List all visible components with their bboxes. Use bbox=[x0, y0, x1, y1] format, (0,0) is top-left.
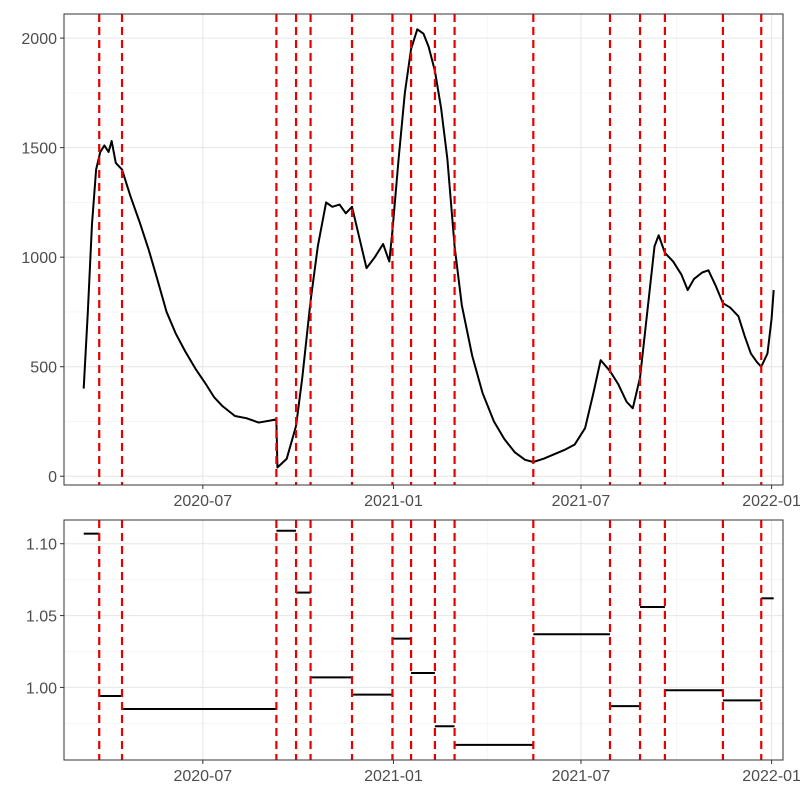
top-y-tick-label: 1000 bbox=[21, 250, 57, 267]
bottom-panel-ratio-chart: 1.00 1.05 1.10 2020-07 2021-01 2021-07 2022-01 bbox=[26, 519, 800, 785]
top-y-tick-label: 0 bbox=[48, 469, 57, 486]
top-panel-border bbox=[63, 13, 784, 486]
top-x-tick-label: 2022-01 bbox=[742, 493, 800, 510]
bottom-y-tick-label: 1.00 bbox=[26, 680, 57, 697]
bottom-panel-border bbox=[63, 519, 784, 761]
bottom-y-tick-label: 1.10 bbox=[26, 537, 57, 554]
top-y-tick-label: 2000 bbox=[21, 31, 57, 48]
top-y-tick-label: 1500 bbox=[21, 141, 57, 158]
top-x-tick-label: 2020-07 bbox=[173, 493, 232, 510]
top-series-line bbox=[82, 28, 775, 469]
bottom-y-tick-label: 1.05 bbox=[26, 609, 57, 626]
top-x-tick-label: 2021-01 bbox=[364, 493, 423, 510]
bottom-x-tick-label: 2021-01 bbox=[364, 768, 423, 785]
bottom-x-tick-label: 2020-07 bbox=[173, 768, 232, 785]
bottom-x-tick-label: 2022-01 bbox=[742, 768, 800, 785]
bottom-x-tick-label: 2021-07 bbox=[552, 768, 611, 785]
top-y-tick-label: 500 bbox=[30, 360, 57, 377]
top-panel-counts-chart: 0 500 1000 1500 2000 2020-07 2021-01 2021-07 202… bbox=[21, 13, 800, 510]
top-x-tick-label: 2021-07 bbox=[552, 493, 611, 510]
